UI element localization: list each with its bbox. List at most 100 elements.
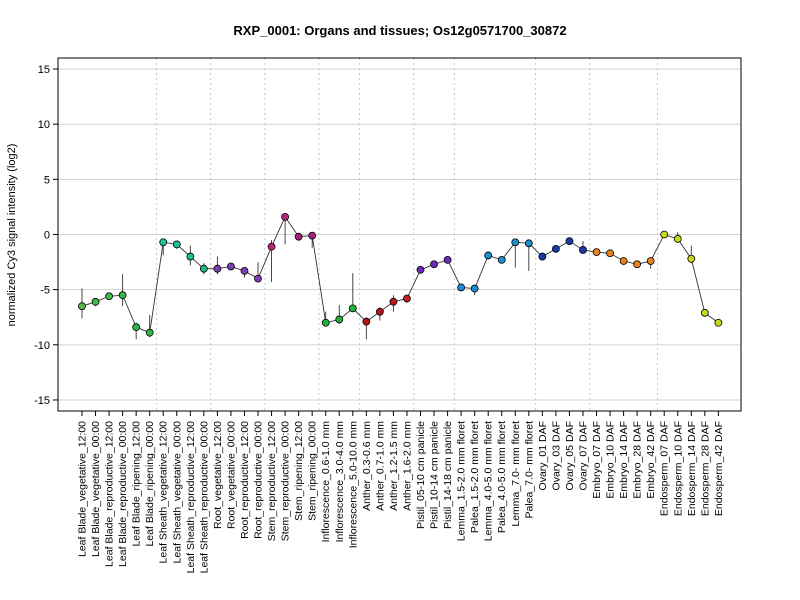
data-point: [227, 262, 235, 271]
x-tick-label: Root_reproductive_12:00: [239, 421, 251, 539]
data-point: [552, 244, 560, 253]
x-tick-label: Leaf Sheath_vegetative_00:00: [171, 421, 183, 564]
x-tick-label: Stem_ripening_00:00: [307, 421, 319, 521]
y-tick-label: -10: [34, 340, 50, 352]
x-tick-label: Leaf Blade_ripening_00:00: [144, 421, 156, 547]
data-point: [714, 318, 723, 327]
data-point: [633, 260, 642, 269]
data-point: [700, 308, 709, 317]
x-tick-label: Anther_0.7-1.0 mm: [374, 421, 386, 511]
data-point: [484, 251, 493, 260]
x-tick-label: Leaf Blade_reproductive_00:00: [117, 421, 129, 567]
data-point: [91, 297, 100, 306]
data-point: [240, 267, 249, 275]
x-tick-label: Embryo_14 DAF: [618, 421, 630, 499]
x-tick-label: Leaf Blade_vegetative_00:00: [90, 421, 102, 557]
y-tick-label: -5: [40, 285, 50, 297]
data-points: [78, 212, 723, 337]
data-point: [389, 297, 398, 306]
y-tick-label: 15: [38, 64, 50, 76]
data-point: [430, 260, 438, 269]
data-point: [145, 328, 154, 337]
x-tick-label: Palea_4.0-5.0 mm floret: [496, 421, 508, 533]
x-tick-label: Stem_ripening_12:00: [293, 421, 305, 521]
x-tick-label: Lemma_1.5-2.0 mm floret: [456, 421, 468, 541]
data-point: [105, 292, 113, 301]
y-tick-label: 0: [44, 230, 50, 242]
x-tick-label: Leaf Blade_ripening_12:00: [131, 421, 143, 547]
x-tick-label: Leaf Sheath_vegetative_12:00: [158, 421, 170, 564]
data-point: [470, 284, 479, 293]
chart-title: RXP_0001: Organs and tissues; Os12g05717…: [233, 23, 566, 38]
x-tick-label: Palea_7.0- mm floret: [523, 421, 535, 519]
x-tick-label: Anther_1.2-1.5 mm: [388, 421, 400, 511]
data-point: [579, 246, 587, 254]
data-point: [321, 318, 330, 327]
data-point: [592, 248, 601, 257]
x-tick-label: Root_reproductive_00:00: [253, 421, 265, 539]
x-tick-label: Pistil_10-14 cm panicle: [429, 421, 441, 529]
x-tick-label: Embryo_10 DAF: [605, 421, 617, 499]
data-point: [416, 265, 425, 274]
x-tick-label: Pistil_05-10 cm panicle: [415, 421, 427, 529]
x-tick-label: Lemma_4.0-5.0 mm floret: [483, 421, 495, 541]
data-point: [565, 237, 574, 246]
data-point: [172, 240, 181, 249]
data-point: [646, 257, 655, 265]
grid-layer: [58, 68, 741, 401]
x-tick-label: Lemma_7.0- mm floret: [510, 421, 522, 527]
x-tick-label: Anther_1.6-2.0 mm: [401, 421, 413, 511]
data-point: [78, 302, 86, 311]
error-bars: [81, 214, 719, 340]
data-point: [199, 264, 208, 273]
data-point: [619, 257, 628, 265]
data-point: [375, 307, 384, 316]
data-point: [362, 317, 371, 326]
data-point: [660, 230, 669, 239]
data-point: [186, 252, 195, 261]
x-tick-label: Endosperm_28 DAF: [699, 421, 711, 516]
x-tick-label: Leaf Sheath_reproductive_00:00: [198, 421, 210, 574]
x-tick-label: Root_vegetative_12:00: [212, 421, 224, 529]
data-point: [308, 231, 317, 240]
y-tick-label: 5: [44, 174, 50, 186]
data-point: [348, 304, 357, 313]
x-tick-label: Ovary_07 DAF: [577, 421, 589, 490]
data-point: [538, 252, 547, 261]
data-point: [213, 264, 222, 273]
y-axis: -15 -10 -5 0 5 10 15: [34, 64, 58, 407]
data-point: [457, 283, 466, 292]
data-point: [335, 315, 344, 324]
data-point: [687, 254, 696, 263]
y-tick-label: 10: [38, 119, 50, 131]
x-tick-label: Inflorescence_5.0-10.0 mm: [347, 421, 359, 548]
data-point: [511, 238, 520, 247]
data-point: [294, 232, 303, 241]
x-tick-label: Embryo_42 DAF: [645, 421, 657, 499]
x-tick-label: Endosperm_42 DAF: [713, 421, 725, 516]
x-tick-label: Anther_0.3-0.6 mm: [361, 421, 373, 511]
x-tick-label: Embryo_07 DAF: [591, 421, 603, 499]
x-tick-label: Leaf Blade_reproductive_12:00: [104, 421, 116, 567]
x-tick-label: Root_vegetative_00:00: [225, 421, 237, 529]
x-tick-label: Leaf Blade_vegetative_12:00: [77, 421, 89, 557]
x-tick-label: Endosperm_14 DAF: [686, 421, 698, 516]
x-tick-label: Stem_reproductive_00:00: [280, 421, 292, 541]
x-tick-label: Stem_reproductive_12:00: [266, 421, 278, 541]
x-tick-label: Endosperm_07 DAF: [659, 421, 671, 516]
x-tick-label: Leaf Sheath_reproductive_12:00: [185, 421, 197, 574]
x-tick-label: Inflorescence_3.0-4.0 mm: [334, 421, 346, 543]
x-tick-label: Ovary_03 DAF: [550, 421, 562, 490]
data-point: [118, 291, 127, 300]
x-tick-label: Ovary_01 DAF: [537, 421, 549, 490]
x-tick-label: Pistil_14-18 cm panicle: [442, 421, 454, 529]
group-separators: [155, 58, 658, 411]
x-axis: Leaf Blade_vegetative_12:00 Leaf Blade_ve…: [77, 411, 725, 573]
data-point: [673, 235, 682, 243]
y-tick-label: -15: [34, 395, 50, 407]
x-tick-label: Palea_1.5-2.0 mm floret: [469, 421, 481, 533]
data-point: [524, 239, 533, 248]
data-point: [267, 242, 276, 251]
data-point: [254, 274, 262, 283]
